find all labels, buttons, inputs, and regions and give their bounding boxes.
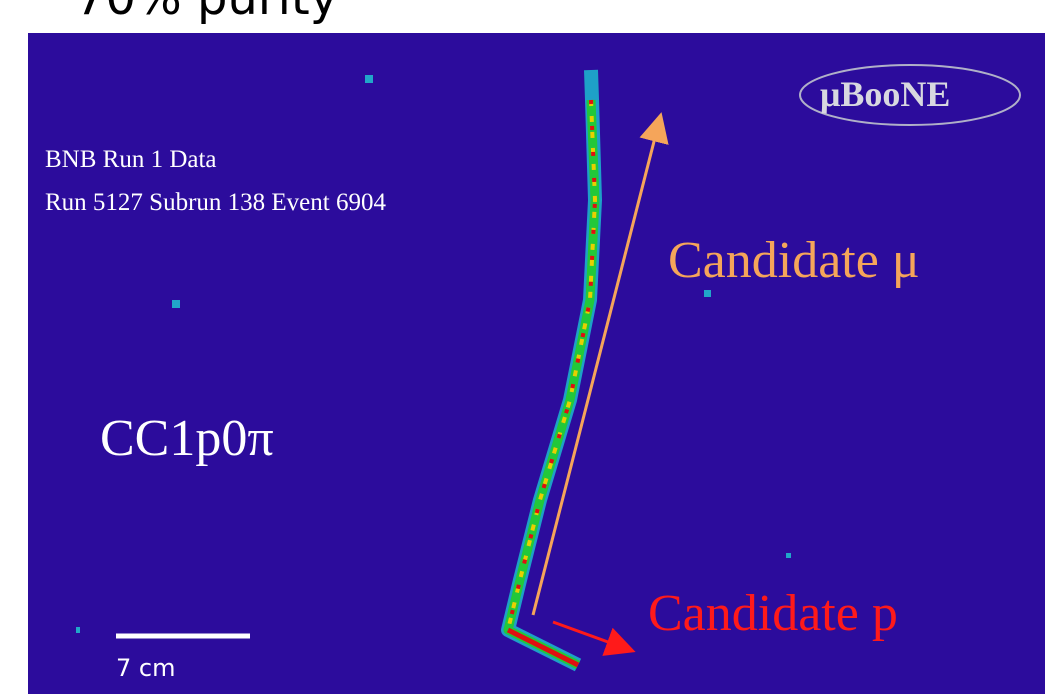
proton-label: Candidate p bbox=[648, 585, 898, 642]
scale-label: 7 cm bbox=[116, 654, 175, 682]
event-label: Run 5127 Subrun 138 Event 6904 bbox=[45, 189, 386, 216]
slide: 70% purity μBooNE BNB Run 1 Data Run 512… bbox=[0, 0, 1045, 694]
slide-title: 70% purity bbox=[75, 0, 338, 26]
topology-label: CC1p0π bbox=[100, 410, 274, 467]
page: {"header": {"title": "70% purity"}, "dis… bbox=[0, 0, 1045, 694]
muon-label: Candidate μ bbox=[668, 232, 920, 289]
logo: μBooNE bbox=[820, 74, 950, 114]
dataset-label: BNB Run 1 Data bbox=[45, 146, 217, 173]
